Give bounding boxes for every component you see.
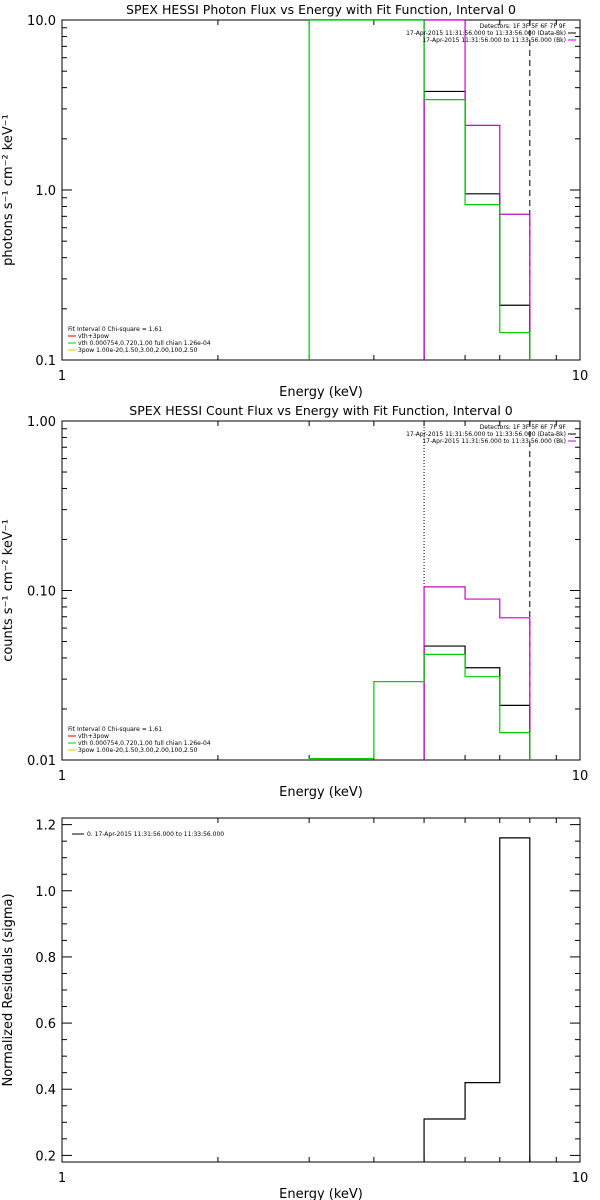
x-axis-label: Energy (keV) <box>279 385 363 400</box>
y-axis: 0.2 0.4 0.6 0.8 1.0 1.2 Normalized Residuals (… <box>1 819 580 1164</box>
series-step-1 <box>423 90 531 360</box>
y-tick-label: 0.10 <box>27 585 56 600</box>
x-tick-label: 1 <box>58 369 66 384</box>
series-step-3 <box>308 653 531 760</box>
x-tick-label: 1 <box>58 769 66 784</box>
y-axis-label: photons s⁻¹ cm⁻² keV⁻¹ <box>1 114 16 266</box>
legend-top-right: Detectors: 1F 3F 5F 6F 7F 9F17-Apr-2015 … <box>406 424 576 445</box>
y-tick-label: 0.4 <box>35 1083 56 1098</box>
y-axis-label: Normalized Residuals (sigma) <box>1 893 16 1086</box>
x-tick-label: 10 <box>572 1171 589 1186</box>
legend-top-left: 0. 17-Apr-2015 11:31:56.000 to 11:33:56.… <box>72 831 224 838</box>
x-axis-label: Energy (keV) <box>279 1187 363 1200</box>
chart-title: SPEX HESSI Photon Flux vs Energy with Fi… <box>126 2 516 17</box>
legend-entry: vth 0.000754,0.720,1.00 full chian 1.26e… <box>78 740 211 747</box>
legend-entry: 17-Apr-2015 11:31:56.000 to 11:33:56.000… <box>406 30 566 37</box>
plot-frame <box>61 19 581 361</box>
plot-frame <box>61 420 581 761</box>
legend-entry: 17-Apr-2015 11:31:56.000 to 11:33:56.000… <box>422 37 566 44</box>
series-step-2 <box>423 586 531 760</box>
plot-area <box>308 421 531 760</box>
series-step-1 <box>423 645 531 760</box>
legend-entry: 3pow 1.00e-20,1.50,3.00,2.00,100,2.50 <box>78 747 198 754</box>
y-tick-label: 10.0 <box>27 14 56 29</box>
y-axis: 0.1 1.0 10.0 photons s⁻¹ cm⁻² keV⁻¹ <box>1 14 580 369</box>
y-tick-label: 0.1 <box>35 354 56 369</box>
x-axis: 1 10 Energy (keV) <box>58 818 588 1200</box>
legend-entry: Detectors: 1F 3F 5F 6F 7F 9F <box>480 424 567 431</box>
legend-top-right: Detectors: 1F 3F 5F 6F 7F 9F17-Apr-2015 … <box>406 23 576 44</box>
legend-entry: Fit Interval 0 Chi-square = 1.61 <box>68 726 162 733</box>
chart-title: SPEX HESSI Count Flux vs Energy with Fit… <box>129 403 512 418</box>
chart-panel-1: 1 10 Energy (keV) 0.1 1.0 10.0 photons s⁻¹ cm⁻… <box>1 2 588 400</box>
y-tick-label: 1.00 <box>27 415 56 430</box>
legend-entry: 17-Apr-2015 11:31:56.000 to 11:33:56.000… <box>422 438 566 445</box>
y-axis-label: counts s⁻¹ cm⁻² keV⁻¹ <box>1 519 16 662</box>
plot-frame <box>61 817 581 1163</box>
legend-entry: Detectors: 1F 3F 5F 6F 7F 9F <box>480 23 567 30</box>
y-tick-label: 0.6 <box>35 1017 56 1032</box>
chart-panel-3: 1 10 Energy (keV) 0.2 0.4 0.6 0.8 1.0 1.2 Normali… <box>1 817 588 1200</box>
y-tick-label: 1.2 <box>35 819 56 834</box>
legend-entry: vth 0.000754,0.720,1.00 full chian 1.26e… <box>78 340 211 347</box>
series-step-1 <box>423 837 531 1162</box>
legend-entry: vth+3pow <box>78 333 109 340</box>
y-tick-label: 0.01 <box>27 754 56 769</box>
plot-area <box>308 20 531 360</box>
legend-entry: 17-Apr-2015 11:31:56.000 to 11:33:56.000… <box>406 431 566 438</box>
legend-entry: 3pow 1.00e-20,1.50,3.00,2.00,100,2.50 <box>78 347 198 354</box>
plot-area <box>423 837 531 1162</box>
x-tick-label: 1 <box>58 1171 66 1186</box>
x-tick-label: 10 <box>572 769 589 784</box>
chart-panel-2: 1 10 Energy (keV) 0.01 0.10 1.00 counts s⁻¹ cm… <box>1 403 588 800</box>
legend-bottom-left: Fit Interval 0 Chi-square = 1.61vth+3pow… <box>68 326 211 354</box>
legend-entry: vth+3pow <box>78 733 109 740</box>
y-tick-label: 1.0 <box>35 885 56 900</box>
y-axis: 0.01 0.10 1.00 counts s⁻¹ cm⁻² keV⁻¹ <box>1 415 580 769</box>
legend-entry: Fit Interval 0 Chi-square = 1.61 <box>68 326 162 333</box>
y-tick-label: 1.0 <box>35 184 56 199</box>
legend-bottom-left: Fit Interval 0 Chi-square = 1.61vth+3pow… <box>68 726 211 754</box>
series-step-3 <box>308 20 531 360</box>
y-tick-label: 0.8 <box>35 951 56 966</box>
legend-entry: 0. 17-Apr-2015 11:31:56.000 to 11:33:56.… <box>87 831 224 838</box>
y-tick-label: 0.2 <box>35 1149 56 1164</box>
series-step-2 <box>423 20 531 360</box>
x-tick-label: 10 <box>572 369 589 384</box>
x-axis-label: Energy (keV) <box>279 785 363 800</box>
